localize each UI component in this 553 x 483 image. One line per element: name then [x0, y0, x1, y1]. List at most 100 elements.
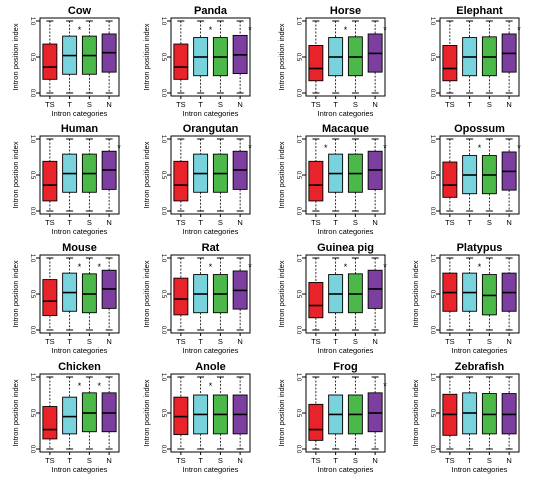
box-s [212, 257, 228, 331]
box-n: * [232, 138, 252, 212]
x-axis-label: Intron categories [318, 346, 374, 355]
y-tick-label: 0.5 [160, 171, 166, 180]
x-tick-label: TS [176, 456, 186, 465]
x-tick-label: TS [311, 218, 321, 227]
box-s [481, 138, 497, 212]
box-ts: * [308, 138, 328, 212]
box-body [62, 396, 78, 435]
box-n: * [367, 20, 387, 94]
x-tick-label: TS [45, 337, 55, 346]
box-n [501, 376, 517, 450]
box-n: * [101, 138, 121, 212]
x-axis-label: Intron categories [52, 109, 108, 118]
x-axis-label: Intron categories [183, 109, 239, 118]
y-axis-label: Intron position index [142, 260, 151, 327]
box-s [81, 20, 97, 94]
y-axis-label: Intron position index [277, 260, 286, 327]
y-tick-label: 1.0 [429, 135, 435, 144]
box-ts [42, 20, 58, 94]
box-ts [42, 376, 58, 450]
significance-mark: * [209, 25, 213, 35]
x-tick-label: S [218, 100, 223, 109]
box-ts [442, 20, 458, 94]
x-tick-label: T [198, 337, 203, 346]
significance-mark: * [97, 381, 101, 391]
significance-mark: * [383, 262, 387, 272]
y-axis-label: Intron position index [277, 141, 286, 208]
y-tick-label: 1.0 [429, 254, 435, 263]
x-tick-label: TS [445, 337, 455, 346]
box-t: * [62, 20, 82, 94]
y-tick-label: 1.0 [160, 373, 166, 382]
significance-mark: * [248, 25, 252, 35]
box-s [212, 376, 228, 450]
box-ts [173, 138, 189, 212]
box-s: * [81, 257, 101, 331]
x-tick-label: N [106, 218, 111, 227]
x-tick-label: TS [311, 100, 321, 109]
panel-title: Chicken [58, 361, 101, 373]
significance-mark: * [344, 262, 348, 272]
x-axis-label: Intron categories [452, 346, 508, 355]
x-tick-label: S [353, 337, 358, 346]
x-tick-label: N [506, 456, 511, 465]
panel-title: Frog [333, 361, 357, 373]
y-tick-label: 1.0 [295, 373, 301, 382]
panel-title: Anole [195, 361, 226, 373]
panel-title: Guinea pig [317, 242, 374, 254]
x-axis-label: Intron categories [452, 465, 508, 474]
y-tick-label: 0.0 [160, 89, 166, 98]
y-tick-label: 1.0 [160, 17, 166, 26]
y-tick-label: 0.0 [429, 326, 435, 335]
box-ts [308, 376, 324, 450]
significance-mark: * [248, 262, 252, 272]
box-body [173, 43, 189, 80]
x-tick-label: T [67, 218, 72, 227]
y-tick-label: 1.0 [29, 135, 35, 144]
y-tick-label: 0.0 [295, 89, 301, 98]
x-tick-label: T [333, 218, 338, 227]
x-tick-label: S [87, 337, 92, 346]
box-n: * [501, 20, 521, 94]
y-tick-label: 1.0 [29, 373, 35, 382]
significance-mark: * [324, 143, 328, 153]
x-tick-label: T [333, 456, 338, 465]
box-n: * [232, 20, 252, 94]
box-t: * [193, 20, 213, 94]
y-axis-label: Intron position index [142, 23, 151, 90]
x-tick-label: TS [45, 218, 55, 227]
panel-guinea-pig: Guinea pig 0.0 0.5 1.0 Intron position index… [277, 242, 387, 355]
box-body [308, 282, 324, 319]
y-axis-label: Intron position index [11, 260, 20, 327]
box-s [347, 20, 363, 94]
y-tick-label: 0.5 [429, 290, 435, 299]
box-body [42, 43, 58, 80]
x-tick-label: N [106, 337, 111, 346]
x-tick-label: T [467, 218, 472, 227]
x-tick-label: T [67, 456, 72, 465]
box-n: * [367, 257, 387, 331]
x-tick-label: TS [445, 456, 455, 465]
x-axis-label: Intron categories [318, 227, 374, 236]
box-t: * [328, 257, 348, 331]
box-ts [42, 257, 58, 331]
box-body [308, 160, 324, 202]
panel-title: Macaque [322, 123, 369, 135]
x-tick-label: S [353, 456, 358, 465]
x-axis-label: Intron categories [183, 465, 239, 474]
panel-title: Mouse [62, 242, 97, 254]
y-tick-label: 0.5 [29, 171, 35, 180]
y-tick-label: 0.5 [160, 53, 166, 62]
y-tick-label: 0.0 [429, 445, 435, 454]
y-axis-label: Intron position index [142, 379, 151, 446]
y-tick-label: 1.0 [429, 373, 435, 382]
x-tick-label: N [237, 337, 242, 346]
box-body [308, 45, 324, 82]
panel-title: Horse [330, 5, 361, 17]
box-s [481, 20, 497, 94]
x-tick-label: N [237, 100, 242, 109]
significance-mark: * [383, 143, 387, 153]
